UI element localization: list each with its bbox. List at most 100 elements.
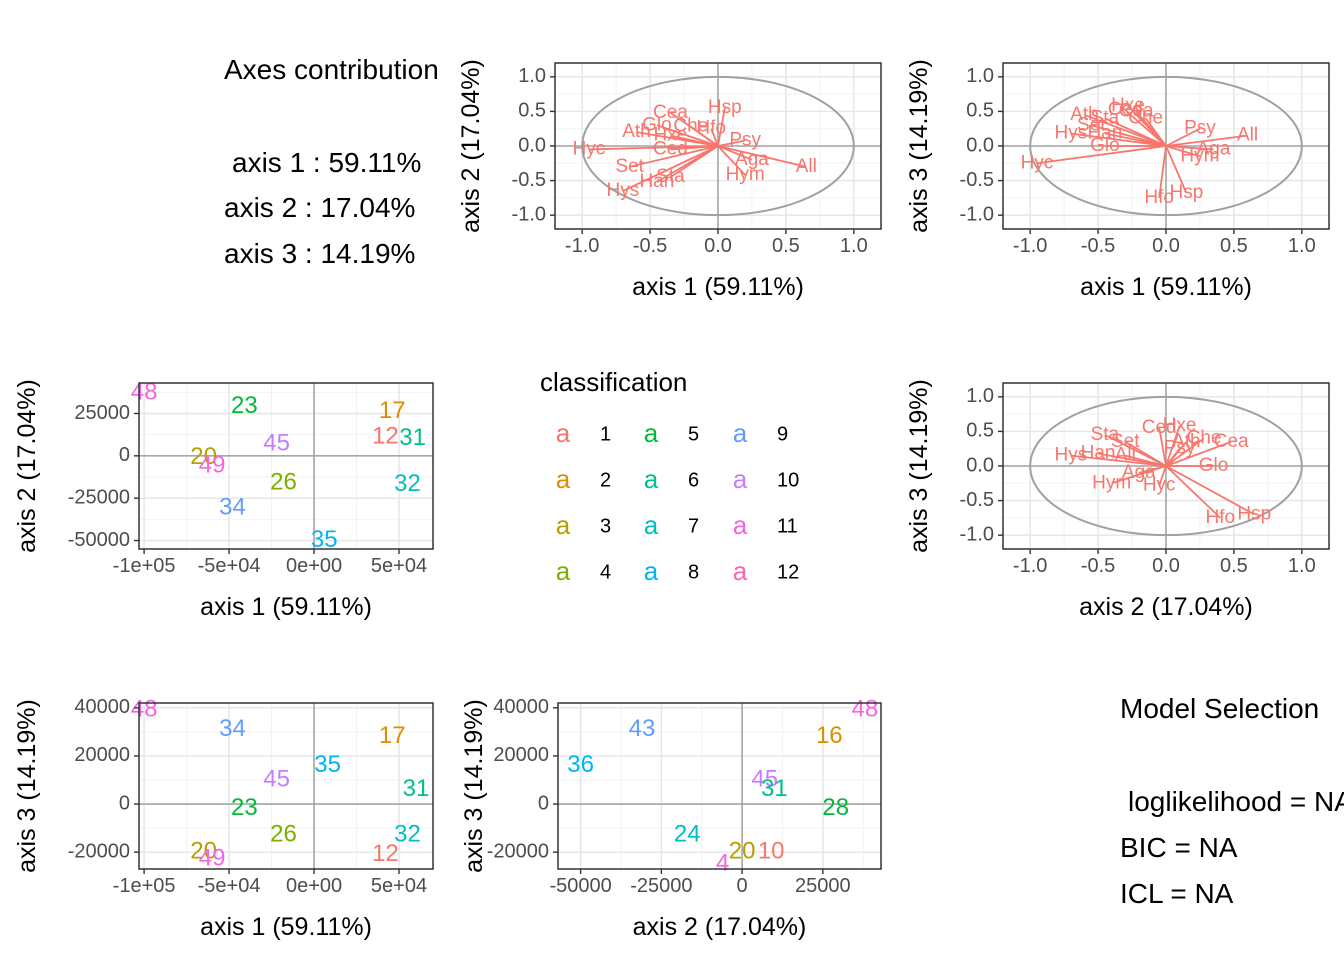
variable-label: Set: [1077, 114, 1106, 135]
y-tick-label: -25000: [68, 486, 130, 508]
variable-arrow: [717, 139, 746, 147]
variable-arrow: [717, 107, 726, 147]
model-selection-bic: BIC = NA: [1120, 832, 1238, 863]
variable-label: Glo: [1090, 135, 1120, 156]
individual-point-label: 16: [816, 722, 843, 749]
x-tick-label: 0.5: [1220, 555, 1248, 577]
unit-circle: [1029, 395, 1303, 537]
individual-point-label: 45: [263, 429, 290, 456]
variable-label: All: [1115, 445, 1136, 466]
x-tick-label: 0e+00: [286, 875, 342, 897]
y-tick-label: 0.5: [966, 420, 994, 442]
individual-point-label: 34: [219, 494, 246, 521]
variable-arrow: [1165, 145, 1188, 194]
variable-arrow: [717, 145, 746, 176]
individual-point-label: 20: [190, 838, 217, 865]
individual-point-label: 31: [399, 424, 426, 451]
individual-point-label: 45: [263, 765, 290, 792]
y-tick-label: 0.0: [518, 134, 546, 156]
variable-label: Cea: [1119, 100, 1154, 121]
variable-arrow: [1111, 465, 1167, 485]
variable-arrow: [717, 145, 807, 168]
individual-point-label: 28: [822, 794, 849, 821]
y-tick-label: 20000: [493, 744, 549, 766]
variable-label: Hxe: [654, 125, 688, 146]
individual-point-label: 32: [394, 821, 421, 848]
variable-label: Che: [1187, 427, 1222, 448]
individual-point-label: 32: [394, 470, 421, 497]
y-tick-label: 40000: [493, 696, 549, 718]
legend-item-label: 7: [688, 515, 699, 537]
variable-arrow: [1165, 145, 1214, 151]
x-axis-title: axis 1 (59.11%): [200, 913, 372, 941]
individual-point-label: 48: [851, 696, 878, 723]
variable-label: Cea: [1214, 431, 1249, 452]
individual-point-label: 17: [379, 722, 406, 749]
variable-label: Ced: [653, 138, 688, 159]
y-tick-label: 0.0: [966, 454, 994, 476]
variable-arrow: [670, 145, 719, 151]
y-tick-label: 0: [119, 792, 130, 814]
x-tick-label: 0: [737, 875, 748, 897]
y-tick-label: -20000: [68, 840, 130, 862]
x-tick-label: -1.0: [1013, 235, 1047, 257]
variable-label: All: [1237, 125, 1258, 146]
individual-point-label: 48: [131, 696, 158, 723]
x-tick-label: -1.0: [565, 235, 599, 257]
panel-border: [557, 702, 882, 870]
variable-label: Psy: [729, 129, 761, 150]
variable-arrow: [1091, 124, 1167, 147]
x-tick-label: 1.0: [840, 235, 868, 257]
y-tick-label: 40000: [74, 696, 130, 718]
legend-title: classification: [540, 367, 687, 397]
individual-point-label: 49: [199, 845, 226, 872]
individual-point-label: 43: [629, 715, 656, 742]
model-selection-icl: ICL = NA: [1120, 878, 1234, 909]
variable-label: Hsp: [1169, 182, 1203, 203]
variable-label: Hxe: [1163, 415, 1197, 436]
x-tick-label: 0.5: [772, 235, 800, 257]
individual-point-label: 34: [219, 715, 246, 742]
panel-border: [138, 382, 434, 550]
legend-key: a: [733, 510, 748, 540]
variable-label: Sta: [656, 166, 685, 187]
x-tick-label: -0.5: [1081, 555, 1115, 577]
model-selection-title: Model Selection: [1120, 693, 1319, 724]
legend-item-label: 2: [600, 469, 611, 491]
variable-label: Hyc: [1143, 474, 1176, 495]
variable-label: Sta: [1091, 107, 1120, 128]
axes-contribution-line-1: axis 1 : 59.11%: [232, 147, 421, 178]
variable-label: Glo: [1199, 455, 1229, 476]
legend-item-label: 8: [688, 561, 699, 583]
variable-label: Ath: [1172, 431, 1201, 452]
individual-point-label: 45: [751, 765, 778, 792]
variable-label: Han: [1087, 123, 1122, 144]
x-tick-label: -1e+05: [113, 875, 176, 897]
legend-item-label: 1: [600, 423, 611, 445]
x-tick-label: 0.0: [704, 235, 732, 257]
legend-key: a: [733, 418, 748, 448]
variable-arrow: [1104, 132, 1167, 147]
variable-label: Glo: [642, 114, 672, 135]
y-tick-label: -50000: [68, 529, 130, 551]
individual-point-label: 12: [372, 423, 399, 450]
panel-background: [139, 383, 433, 549]
variable-label: Han: [1081, 443, 1116, 464]
variable-label: Hsp: [1237, 503, 1271, 524]
legend-key: a: [733, 556, 748, 586]
y-axis-title: axis 3 (14.19%): [905, 59, 933, 233]
x-tick-label: -5e+04: [198, 555, 261, 577]
y-tick-label: 0.5: [518, 100, 546, 122]
variable-arrow: [1165, 437, 1205, 467]
variable-label: Cea: [653, 102, 688, 123]
model-selection-loglikelihood: loglikelihood = NA: [1128, 786, 1344, 817]
legend-key: a: [556, 464, 571, 494]
legend-item-label: 6: [688, 469, 699, 491]
x-tick-label: 5e+04: [371, 555, 427, 577]
variable-label: Hxe: [1111, 95, 1145, 116]
y-axis-title: axis 3 (14.19%): [905, 379, 933, 553]
variable-arrow: [1070, 132, 1167, 147]
